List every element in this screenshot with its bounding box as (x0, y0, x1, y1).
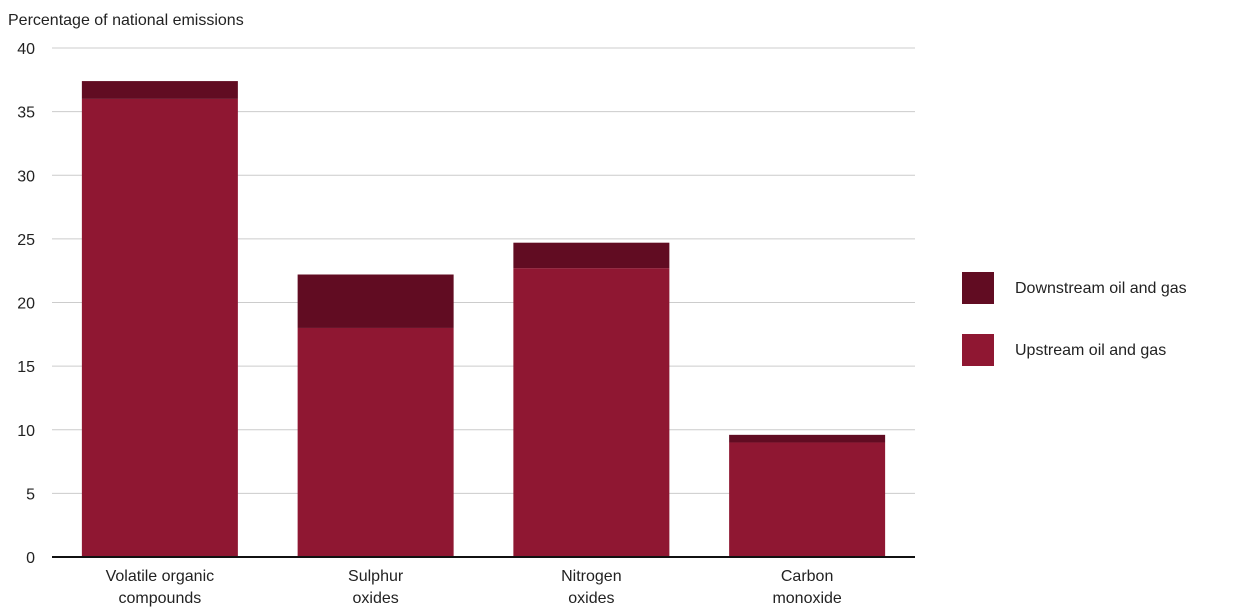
legend-item: Downstream oil and gas (962, 272, 1187, 304)
legend-swatch (962, 272, 994, 304)
y-tick-label: 25 (17, 232, 35, 249)
bar-segment-downstream (729, 434, 886, 443)
bar-segment-downstream (297, 274, 454, 328)
legend-item: Upstream oil and gas (962, 334, 1166, 366)
y-tick-label: 10 (17, 423, 35, 440)
legend-label: Upstream oil and gas (1015, 342, 1166, 359)
bar-segment-upstream (81, 98, 238, 558)
bar-segment-upstream (729, 442, 886, 557)
y-tick-label: 40 (17, 41, 35, 58)
y-tick-label: 0 (26, 550, 35, 567)
legend-label: Downstream oil and gas (1015, 280, 1187, 297)
category-label: Volatile organic compounds (106, 568, 215, 607)
bars (81, 81, 886, 558)
y-tick-label: 20 (17, 296, 35, 313)
category-label: Carbon monoxide (772, 568, 841, 607)
category-labels: Volatile organic compounds Sulphur oxides Ni… (106, 568, 842, 607)
category-label: Sulphur oxides (348, 568, 404, 607)
y-tick-label: 35 (17, 105, 35, 122)
bar-segment-downstream (513, 242, 670, 269)
y-tick-labels: 0 5 10 15 20 25 30 35 40 (17, 41, 35, 567)
axes: Percentage of national emissions (8, 12, 915, 558)
y-tick-label: 5 (26, 486, 35, 503)
bar-segment-upstream (297, 327, 454, 557)
y-tick-label: 15 (17, 359, 35, 376)
bar-segment-upstream (513, 268, 670, 557)
legend: Downstream oil and gas Upstream oil and g… (962, 272, 1187, 366)
y-axis-title: Percentage of national emissions (8, 12, 244, 29)
y-tick-label: 30 (17, 168, 35, 185)
category-label: Nitrogen oxides (561, 568, 621, 607)
bar-segment-downstream (81, 81, 238, 99)
legend-swatch (962, 334, 994, 366)
